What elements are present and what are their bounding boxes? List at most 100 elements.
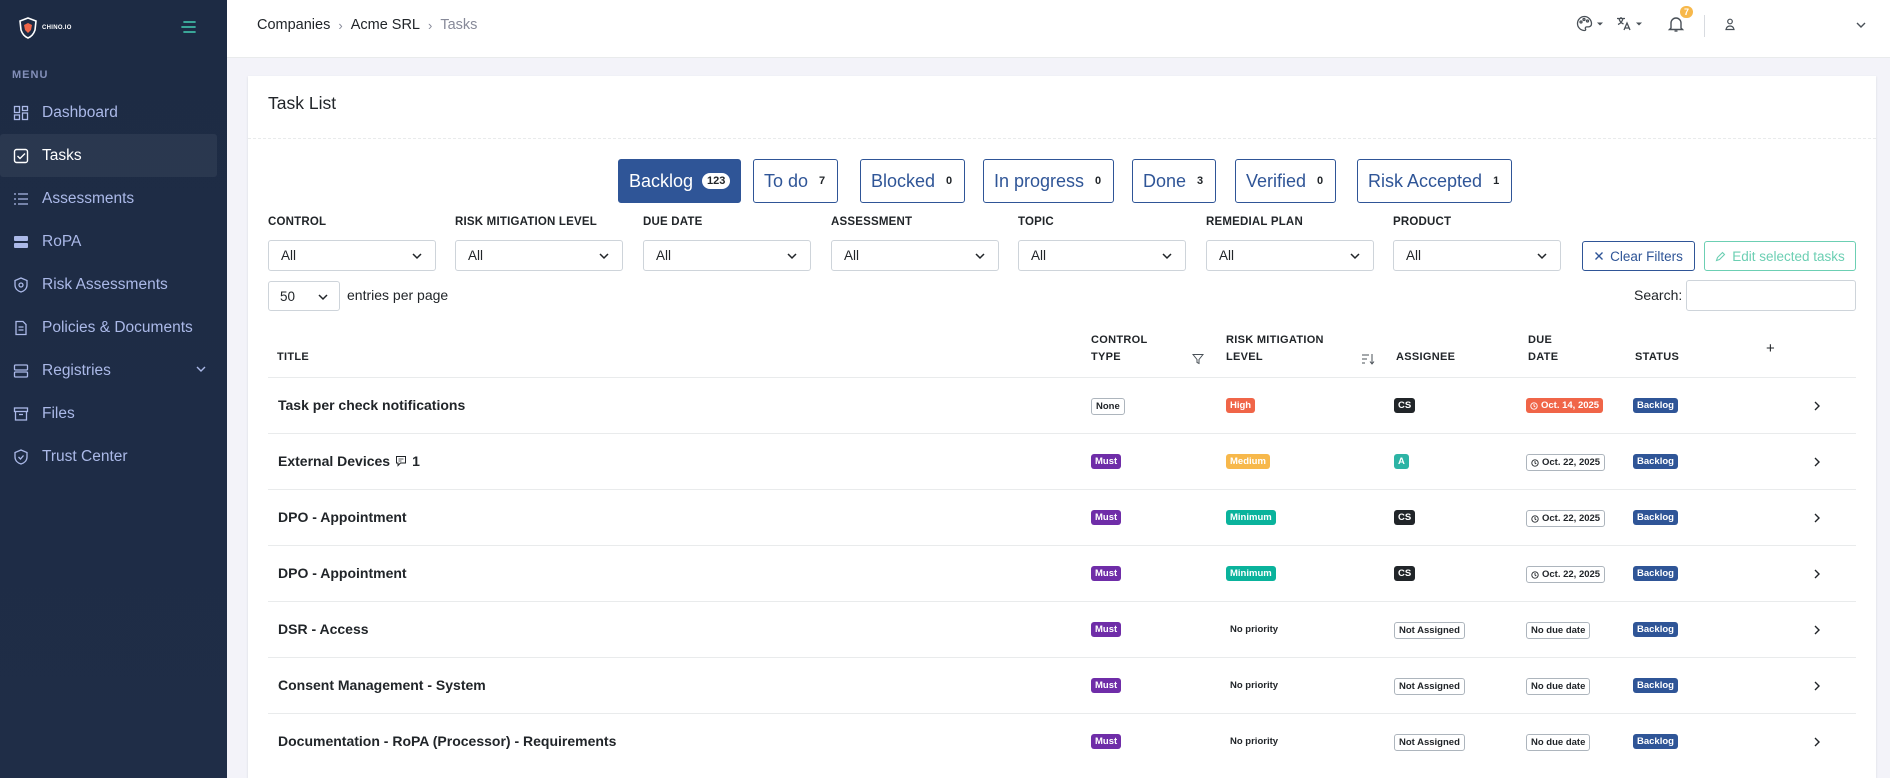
sidebar-item-risk-assessments[interactable]: Risk Assessments [0,263,217,306]
sidebar-item-trust-center[interactable]: Trust Center [0,435,217,478]
tab-verified[interactable]: Verified 0 [1235,159,1337,203]
control-type-badge: None [1091,398,1125,415]
sidebar-item-label: Risk Assessments [42,275,168,293]
breadcrumb-current: Tasks [440,17,478,33]
user-menu-chevron[interactable] [1855,19,1867,31]
entries-value: 50 [280,288,296,304]
sort-desc-icon[interactable] [1361,353,1375,365]
status-badge: Backlog [1633,734,1678,749]
language-dropdown[interactable] [1615,15,1643,32]
filter-due-date-select[interactable]: All [643,240,811,271]
clear-filters-button[interactable]: Clear Filters [1582,241,1695,271]
entries-per-page-select[interactable]: 50 [268,281,340,311]
status-badge: Backlog [1633,454,1678,469]
col-header-control-type[interactable]: CONTROL TYPE [1091,332,1147,366]
user-icon [1725,18,1735,31]
tab-count: 1 [1493,175,1500,187]
sidebar-item-dashboard[interactable]: Dashboard [0,91,217,134]
theme-dropdown[interactable] [1576,15,1604,32]
chevron-right-icon[interactable] [1811,680,1823,692]
database-icon [13,234,29,250]
task-title-text: Task per check notifications [278,397,466,413]
col-header-title[interactable]: TITLE [277,351,310,363]
filter-label-control: CONTROL [268,216,327,228]
chevron-down-icon[interactable] [195,363,207,375]
chevron-right-icon[interactable] [1811,624,1823,636]
filter-assessment-select[interactable]: All [831,240,999,271]
filter-icon[interactable] [1192,353,1204,365]
col-header-risk-level[interactable]: RISK MITIGATION LEVEL [1226,332,1324,366]
task-title[interactable]: Consent Management - System [278,677,486,693]
chevron-right-icon[interactable] [1811,456,1823,468]
menu-toggle-icon[interactable] [180,18,198,36]
col-header-status[interactable]: STATUS [1635,351,1680,363]
tab-done[interactable]: Done 3 [1132,159,1217,203]
caret-down-icon [1636,22,1642,25]
table-row[interactable]: External Devices 1 Must Medium A Oct. 22,… [268,433,1856,489]
assignee-badge: Not Assigned [1394,678,1465,695]
chevron-right-icon[interactable] [1811,512,1823,524]
task-title[interactable]: Documentation - RoPA (Processor) - Requi… [278,733,616,749]
sidebar-item-files[interactable]: Files [0,392,217,435]
sidebar-item-assessments[interactable]: Assessments [0,177,217,220]
task-title[interactable]: DPO - Appointment [278,565,407,581]
col-header-text: LEVEL [1226,351,1263,363]
chevron-down-icon [599,253,609,260]
filter-value: All [656,248,672,263]
breadcrumb-company[interactable]: Acme SRL [350,17,420,33]
col-header-due-date[interactable]: DUE DATE [1528,332,1558,366]
dashboard-icon [13,105,29,121]
task-title[interactable]: External Devices 1 [278,453,420,469]
sidebar-item-policies[interactable]: Policies & Documents [0,306,217,349]
chevron-down-icon [787,253,797,260]
col-header-assignee[interactable]: ASSIGNEE [1396,351,1456,363]
chevron-right-icon[interactable] [1811,736,1823,748]
table-row[interactable]: Consent Management - System Must No prio… [268,657,1856,713]
chevron-right-icon[interactable] [1811,400,1823,412]
tab-backlog[interactable]: Backlog 123 [618,159,742,203]
sidebar-item-registries[interactable]: Registries [0,349,217,392]
task-title[interactable]: DPO - Appointment [278,509,407,525]
col-header-text: DATE [1528,351,1559,363]
clear-filters-label: Clear Filters [1610,248,1683,264]
filter-label-remedial-plan: REMEDIAL PLAN [1206,216,1303,228]
task-title[interactable]: DSR - Access [278,621,369,637]
pencil-icon [1715,251,1726,261]
notifications-button[interactable] [1667,15,1685,33]
comment-count: 1 [412,453,420,469]
sidebar-item-label: Tasks [42,146,82,164]
filter-remedial-plan-select[interactable]: All [1206,240,1374,271]
add-column-button[interactable]: + [1766,340,1776,357]
table-row[interactable]: DPO - Appointment Must Minimum CS Oct. 2… [268,489,1856,545]
user-menu[interactable] [1723,17,1737,31]
table-row[interactable]: Documentation - RoPA (Processor) - Requi… [268,713,1856,769]
tab-todo[interactable]: To do 7 [753,159,839,203]
tab-label: In progress [994,170,1085,191]
filter-product-select[interactable]: All [1393,240,1561,271]
table-row[interactable]: DSR - Access Must No priority Not Assign… [268,601,1856,657]
filter-control-select[interactable]: All [268,240,436,271]
tab-in-progress[interactable]: In progress 0 [983,159,1115,203]
table-row[interactable]: DPO - Appointment Must Minimum CS Oct. 2… [268,545,1856,601]
search-input[interactable] [1686,280,1856,311]
sidebar-item-label: Dashboard [42,103,118,121]
bell-icon [1667,17,1685,32]
filter-topic-select[interactable]: All [1018,240,1186,271]
sidebar-item-ropa[interactable]: RoPA [0,220,217,263]
logo[interactable]: CHINO.IO [0,0,227,55]
table-row[interactable]: Task per check notifications None High C… [268,377,1856,433]
chevron-right-icon[interactable] [1811,568,1823,580]
header-divider [1704,15,1705,37]
assignee-badge: Not Assigned [1394,622,1465,639]
chevron-down-icon [1856,22,1866,28]
breadcrumb-companies[interactable]: Companies [257,17,331,33]
filter-risk-select[interactable]: All [455,240,623,271]
tab-risk-accepted[interactable]: Risk Accepted 1 [1357,159,1513,203]
edit-selected-tasks-button[interactable]: Edit selected tasks [1704,241,1856,271]
filter-value: All [1031,248,1047,263]
due-date-text: Oct. 14, 2025 [1541,400,1600,411]
tab-blocked[interactable]: Blocked 0 [860,159,966,203]
sidebar-item-tasks[interactable]: Tasks [0,134,217,177]
assignee-avatar: CS [1394,510,1416,525]
task-title[interactable]: Task per check notifications [278,397,465,413]
